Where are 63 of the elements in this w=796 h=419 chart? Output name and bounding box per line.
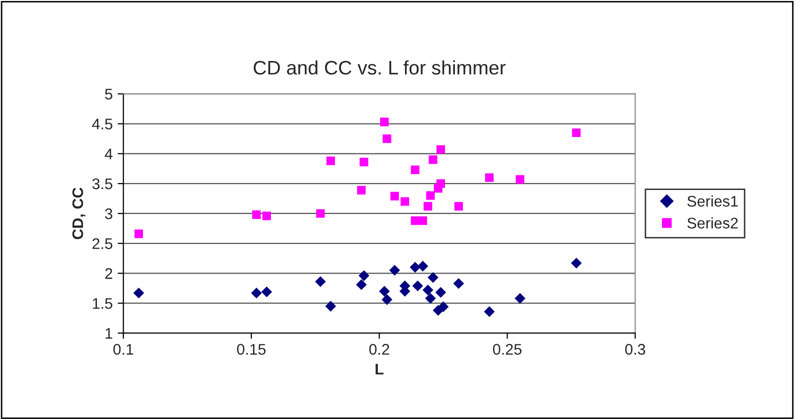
point (382, 294, 392, 305)
point (572, 128, 581, 138)
point (261, 286, 272, 298)
x-tick-label: 0.25 (492, 344, 522, 355)
point (417, 260, 428, 272)
point (316, 209, 325, 218)
y-tick-label: 2.5 (92, 238, 112, 250)
point (514, 293, 526, 304)
point (357, 186, 366, 194)
point (436, 179, 445, 188)
point (400, 197, 410, 206)
point (389, 264, 400, 276)
point (435, 287, 446, 298)
point (252, 210, 261, 219)
point (133, 288, 144, 298)
point (570, 258, 582, 269)
y-tick-label: 4 (104, 148, 113, 160)
point (412, 280, 424, 292)
point (425, 293, 436, 304)
point (382, 134, 392, 143)
point (516, 175, 524, 184)
point (410, 262, 420, 273)
point (356, 279, 367, 290)
point (326, 156, 335, 166)
point (426, 191, 435, 200)
point (484, 306, 495, 317)
point (251, 288, 262, 298)
point (325, 300, 336, 312)
x-axis-title: L (376, 364, 384, 374)
point (262, 212, 271, 220)
point (360, 158, 368, 166)
point (418, 216, 428, 225)
y-tick-label: 4.5 (92, 118, 112, 130)
y-tick-label: 1.5 (92, 298, 112, 309)
point (422, 284, 434, 296)
x-tick-label: 0.3 (625, 344, 646, 355)
y-axis-title: CD, CC (72, 188, 86, 240)
y-tick-label: 1 (106, 328, 112, 339)
point (428, 155, 438, 164)
y-tick-label: 3 (105, 208, 112, 220)
point (410, 166, 420, 174)
point (379, 286, 390, 297)
point (315, 276, 326, 288)
y-tick-label: 3.5 (92, 178, 112, 190)
point (358, 270, 370, 282)
point (453, 278, 464, 289)
point (380, 118, 389, 126)
y-tick-label: 2 (105, 268, 112, 279)
point (424, 202, 432, 211)
y-tick-label: 5 (105, 88, 112, 100)
legend-label: Series2 (687, 217, 738, 229)
chart-title: CD and CC vs. L for shimmer (254, 60, 506, 75)
x-tick-label: 0.1 (113, 344, 134, 355)
x-tick-label: 0.15 (237, 344, 266, 355)
point (390, 192, 399, 200)
point (485, 173, 494, 182)
point (436, 145, 445, 154)
legend-label: Series1 (687, 195, 738, 207)
point (454, 202, 463, 211)
point (134, 230, 144, 238)
point (428, 272, 438, 283)
x-tick-label: 0.2 (369, 344, 390, 355)
point (438, 301, 449, 312)
